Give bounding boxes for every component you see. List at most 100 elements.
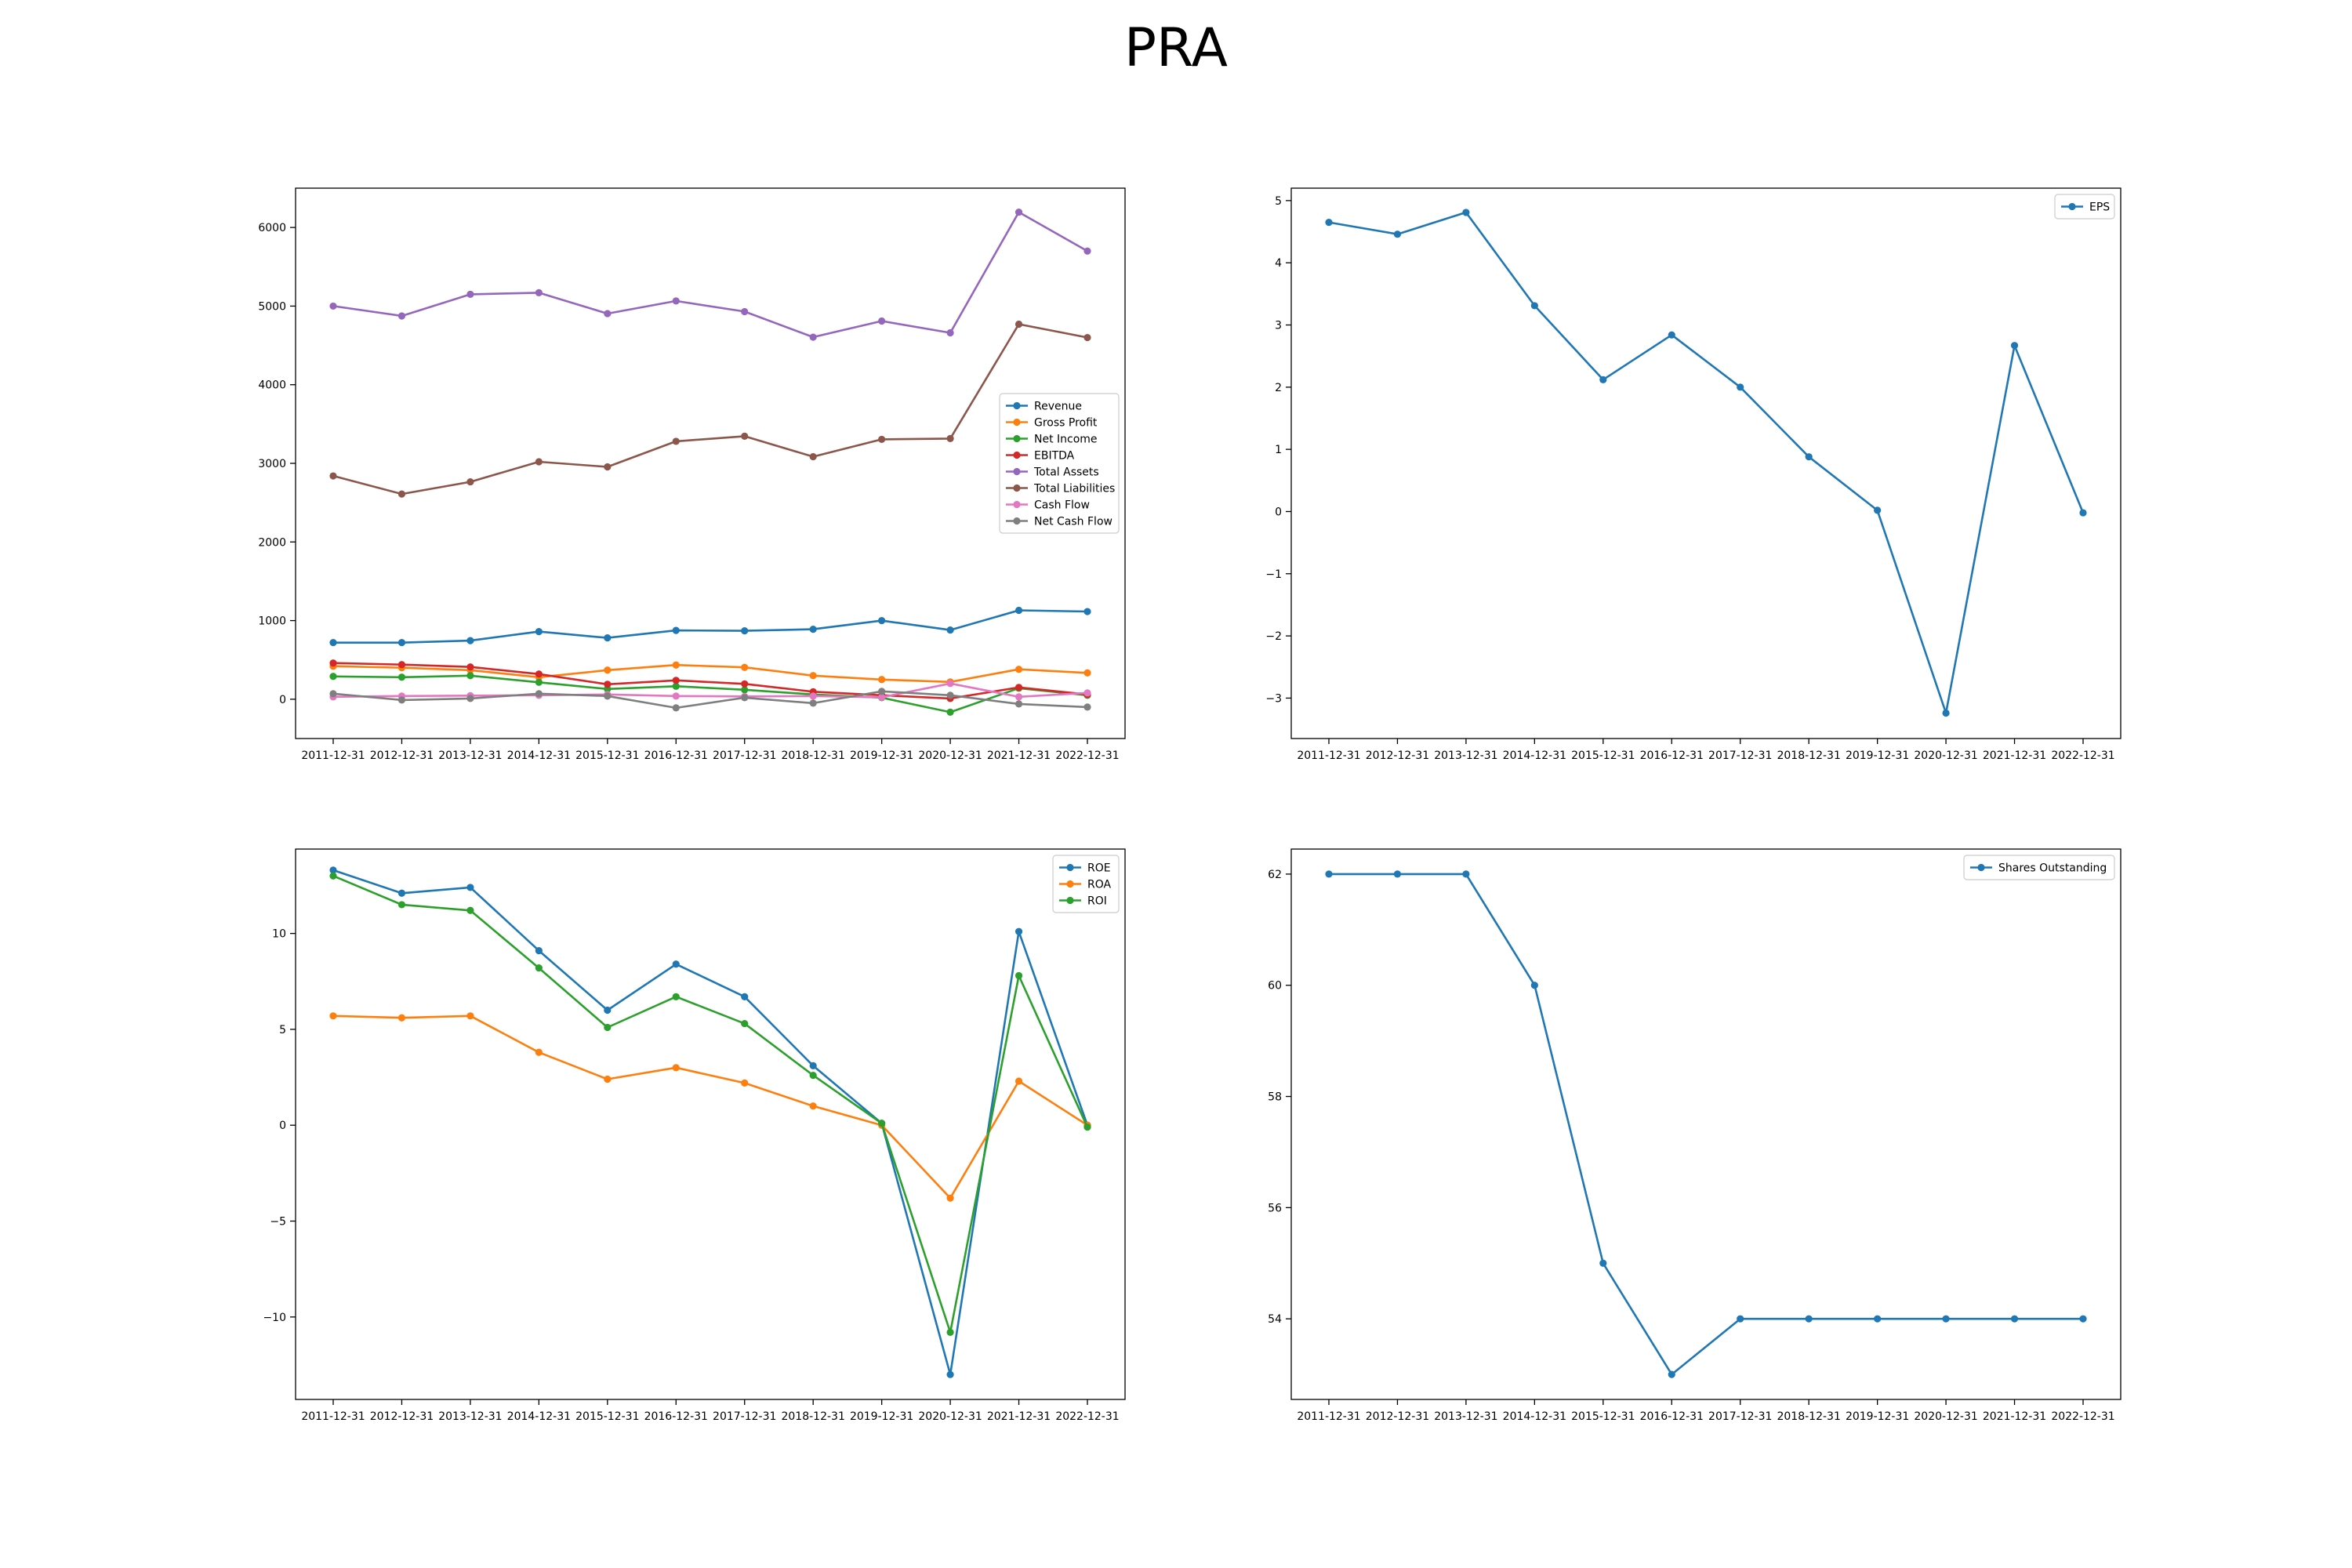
- series-line-net-income: [332, 674, 1088, 713]
- data-point: [1668, 331, 1675, 339]
- legend-marker: [1066, 880, 1074, 888]
- data-point: [741, 307, 749, 316]
- x-tick-label: 2015-12-31: [575, 750, 639, 762]
- data-point: [741, 432, 749, 441]
- y-tick-label: 58: [1268, 1091, 1282, 1104]
- data-point: [397, 1014, 406, 1022]
- x-tick-label: 2016-12-31: [644, 1410, 708, 1423]
- x-tick-label: 2019-12-31: [1846, 1410, 1909, 1423]
- x-tick-label: 2018-12-31: [781, 750, 844, 762]
- data-point: [672, 297, 680, 305]
- chart-1: 2011-12-31 2012-12-31 2013-12-31 2014-12-31…: [258, 187, 1126, 762]
- data-point: [1668, 1370, 1675, 1378]
- data-point: [1599, 376, 1607, 383]
- data-point: [466, 906, 474, 914]
- data-point: [329, 659, 337, 667]
- x-tick-label: 2016-12-31: [1640, 750, 1704, 762]
- data-point: [741, 694, 749, 702]
- y-tick-label: −3: [1265, 692, 1282, 705]
- data-point: [672, 437, 680, 445]
- data-point: [1014, 693, 1023, 701]
- x-tick-label: 2018-12-31: [1777, 1410, 1840, 1423]
- data-point: [604, 1006, 612, 1014]
- axes-frame: [1290, 848, 2122, 1400]
- series-line-roa: [332, 1014, 1088, 1200]
- data-point: [741, 1079, 749, 1087]
- data-point: [1737, 383, 1744, 391]
- data-point: [329, 673, 337, 681]
- chart-4: 2011-12-31 2012-12-31 2013-12-31 2014-12-31…: [1268, 848, 2122, 1423]
- data-point: [466, 695, 474, 702]
- y-tick-label: 56: [1268, 1202, 1282, 1214]
- data-point: [397, 661, 406, 669]
- data-point: [466, 884, 474, 891]
- data-point: [1014, 971, 1023, 980]
- x-tick-label: 2017-12-31: [1708, 750, 1772, 762]
- legend: Revenue Gross Profit Net Income EBITDA Total…: [999, 393, 1120, 534]
- data-point: [1014, 606, 1023, 615]
- legend-marker: [1013, 500, 1021, 509]
- data-point: [1014, 666, 1023, 673]
- data-point: [1014, 320, 1023, 328]
- x-tick-label: 2012-12-31: [1366, 750, 1429, 762]
- x-tick-label: 2014-12-31: [507, 750, 571, 762]
- y-tick-label: 10: [272, 928, 286, 941]
- data-point: [466, 672, 474, 680]
- data-point: [672, 1064, 680, 1072]
- data-point: [878, 676, 886, 684]
- data-point: [809, 626, 817, 633]
- x-tick-label: 2015-12-31: [1571, 750, 1635, 762]
- data-point: [809, 1102, 817, 1110]
- data-point: [466, 290, 474, 298]
- x-tick-label: 2011-12-31: [301, 750, 365, 762]
- legend-label: EPS: [2089, 201, 2110, 214]
- x-tick-label: 2021-12-31: [987, 750, 1051, 762]
- data-point: [1083, 333, 1091, 342]
- y-tick-label: 54: [1268, 1313, 1282, 1326]
- data-point: [1083, 703, 1091, 711]
- data-point: [604, 310, 612, 318]
- x-tick-label: 2014-12-31: [1503, 1410, 1566, 1423]
- data-point: [535, 678, 543, 686]
- x-tick-label: 2013-12-31: [1434, 1410, 1497, 1423]
- x-tick-label: 2019-12-31: [1846, 750, 1909, 762]
- legend-marker: [1013, 484, 1021, 492]
- legend-marker: [1013, 517, 1021, 525]
- data-point: [1737, 1315, 1744, 1323]
- data-point: [946, 1194, 954, 1202]
- x-tick-label: 2017-12-31: [713, 1410, 776, 1423]
- y-tick-label: 5000: [258, 300, 286, 313]
- data-point: [1014, 684, 1023, 691]
- x-tick-label: 2019-12-31: [850, 750, 913, 762]
- data-point: [946, 626, 954, 634]
- data-point: [1014, 208, 1023, 216]
- data-point: [1393, 870, 1402, 878]
- legend-label: Cash Flow: [1034, 499, 1090, 512]
- data-point: [1874, 1315, 1882, 1323]
- y-tick-label: 2000: [258, 536, 286, 549]
- y-tick-label: 2: [1275, 382, 1282, 394]
- data-point: [809, 699, 817, 707]
- data-point: [604, 463, 612, 471]
- data-point: [672, 993, 680, 1000]
- data-point: [946, 1328, 954, 1336]
- data-point: [809, 333, 817, 341]
- data-point: [1393, 230, 1402, 238]
- data-point: [1530, 302, 1538, 310]
- data-point: [946, 708, 954, 717]
- x-tick-label: 2013-12-31: [1434, 750, 1497, 762]
- data-point: [535, 964, 543, 972]
- x-tick-label: 2021-12-31: [987, 1410, 1051, 1423]
- data-point: [604, 681, 612, 688]
- data-point: [1014, 927, 1023, 935]
- data-point: [466, 477, 474, 486]
- y-tick-label: 5: [1275, 195, 1282, 208]
- y-tick-label: 60: [1268, 980, 1282, 993]
- y-tick-label: 3000: [258, 458, 286, 470]
- x-tick-label: 2013-12-31: [438, 750, 502, 762]
- data-point: [878, 693, 886, 701]
- data-point: [535, 670, 543, 678]
- data-point: [809, 672, 817, 680]
- data-point: [1083, 1123, 1091, 1131]
- x-tick-label: 2021-12-31: [1983, 1410, 2046, 1423]
